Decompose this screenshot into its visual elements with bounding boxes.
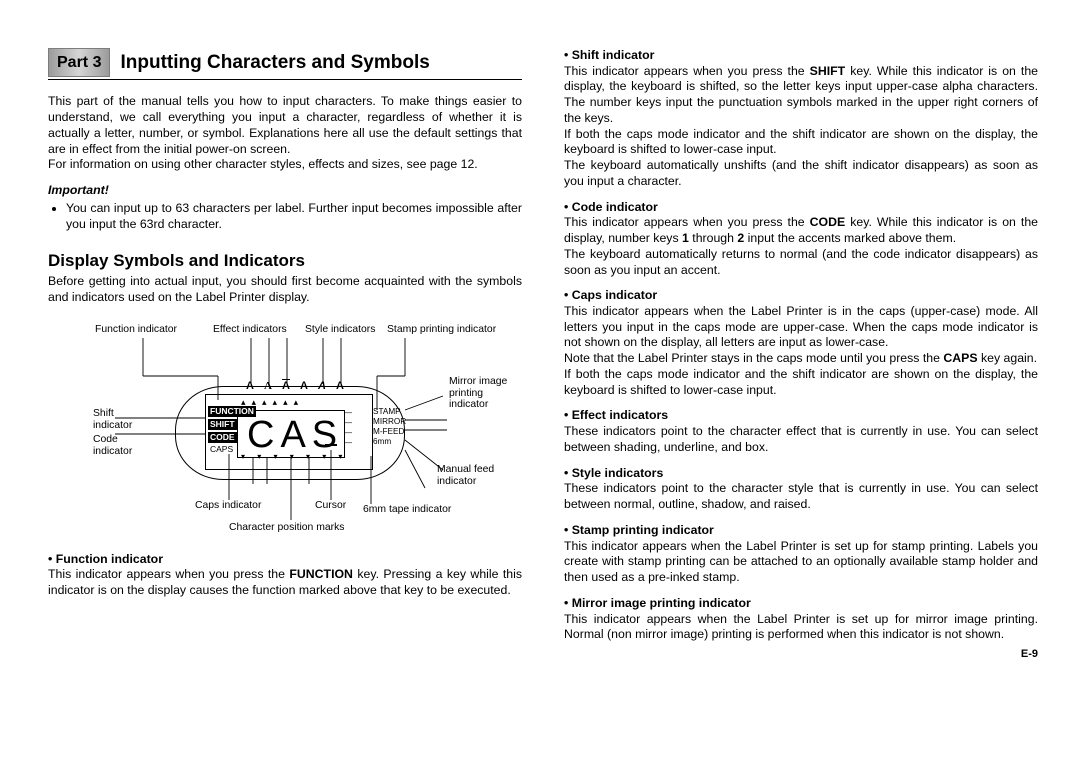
lcd-6mm: 6mm — [373, 438, 391, 446]
shift-body-1: This indicator appears when you press th… — [564, 64, 1038, 127]
lcd-mfeed: M-FEED — [373, 428, 404, 436]
tick-row: ▾ ▾ ▾ ▾ ▾ ▾ ▾ — [241, 452, 347, 461]
intro-paragraph-2: For information on using other character… — [48, 157, 522, 173]
section-title: Display Symbols and Indicators — [48, 250, 522, 272]
lbl-char-pos: Character position marks — [229, 522, 345, 534]
page-number: E-9 — [564, 647, 1038, 661]
right-column: Shift indicator This indicator appears w… — [564, 48, 1038, 742]
lcd-caps: CAPS — [210, 445, 233, 455]
caps-body-1: This indicator appears when the Label Pr… — [564, 304, 1038, 351]
style-body: These indicators point to the character … — [564, 481, 1038, 512]
effect-body: These indicators point to the character … — [564, 424, 1038, 455]
stamp-body: This indicator appears when the Label Pr… — [564, 539, 1038, 586]
lbl-effect-indicators: Effect indicators — [213, 324, 287, 336]
lbl-style-indicators: Style indicators — [305, 324, 375, 336]
style-head: Style indicators — [564, 466, 1038, 482]
effect-head: Effect indicators — [564, 408, 1038, 424]
code-head: Code indicator — [564, 200, 1038, 216]
code-body-1: This indicator appears when you press th… — [564, 215, 1038, 246]
func-head: Function indicator — [48, 552, 522, 568]
part-heading: Part 3 Inputting Characters and Symbols — [48, 48, 522, 80]
stamp-head: Stamp printing indicator — [564, 523, 1038, 539]
func-body: This indicator appears when you press th… — [48, 567, 522, 598]
mirror-body: This indicator appears when the Label Pr… — [564, 612, 1038, 643]
caps-body-2: Note that the Label Printer stays in the… — [564, 351, 1038, 367]
left-column: Part 3 Inputting Characters and Symbols … — [48, 48, 522, 742]
lbl-cursor: Cursor — [315, 500, 346, 512]
important-item: You can input up to 63 characters per la… — [66, 201, 522, 232]
display-diagram: Function indicator Effect indicators Sty… — [55, 324, 515, 542]
lbl-caps-indicator: Caps indicator — [195, 500, 261, 512]
code-body-2: The keyboard automatically returns to no… — [564, 247, 1038, 278]
part-chip: Part 3 — [48, 48, 110, 77]
important-label: Important! — [48, 183, 522, 199]
lbl-mirror-indicator: Mirror image printing indicator — [449, 376, 507, 412]
section-intro: Before getting into actual input, you sh… — [48, 274, 522, 305]
lcd-cursor-icon — [325, 444, 337, 446]
lbl-shift-indicator: Shift indicator — [93, 408, 132, 432]
a-row: AAAAAA — [241, 380, 349, 393]
shift-body-2: If both the caps mode indicator and the … — [564, 127, 1038, 158]
manual-page: Part 3 Inputting Characters and Symbols … — [0, 0, 1080, 760]
caps-head: Caps indicator — [564, 288, 1038, 304]
intro-paragraph-1: This part of the manual tells you how to… — [48, 94, 522, 157]
lcd-stamp: STAMP — [373, 408, 401, 416]
lcd-code: CODE — [208, 432, 237, 443]
lbl-code-indicator: Code indicator — [93, 434, 132, 458]
important-list: You can input up to 63 characters per la… — [48, 201, 522, 232]
lcd-shift: SHIFT — [208, 419, 237, 430]
shift-head: Shift indicator — [564, 48, 1038, 64]
lbl-manual-feed: Manual feed indicator — [437, 464, 494, 488]
lbl-function-indicator: Function indicator — [95, 324, 177, 336]
caps-body-3: If both the caps mode indicator and the … — [564, 367, 1038, 398]
lcd-mirror: MIRROR — [373, 418, 406, 426]
lbl-6mm-tape: 6mm tape indicator — [363, 504, 451, 516]
part-title: Inputting Characters and Symbols — [120, 51, 429, 75]
shift-body-3: The keyboard automatically unshifts (and… — [564, 158, 1038, 189]
lbl-stamp-printing: Stamp printing indicator — [387, 324, 496, 336]
mirror-head: Mirror image printing indicator — [564, 596, 1038, 612]
